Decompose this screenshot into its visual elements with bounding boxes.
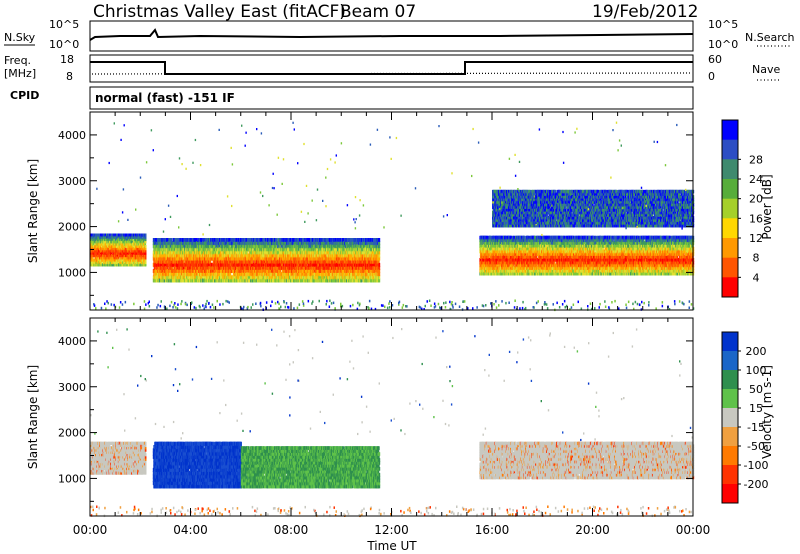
heatmap-cell — [145, 245, 147, 248]
nave-label: Nave — [752, 63, 780, 76]
nsearch-tick-top: 10^5 — [708, 18, 738, 31]
freq-label: Freq. — [4, 54, 31, 67]
date-label: 19/Feb/2012 — [592, 2, 698, 22]
cpid-value: normal (fast) -151 IF — [95, 91, 235, 105]
nsky-tick-bottom: 10^0 — [49, 38, 79, 51]
nsky-trace — [90, 30, 693, 40]
cpid-label: CPID — [10, 89, 39, 102]
nsearch-tick-bottom: 10^0 — [708, 38, 738, 51]
heatmap-cell — [145, 234, 147, 237]
nsearch-label: N.Search — [745, 31, 795, 44]
nave-tick-bottom: 0 — [708, 70, 715, 83]
plot-title: Christmas Valley East (fitACF) — [93, 2, 346, 22]
nsky-label: N.Sky — [4, 31, 36, 44]
freq-tick-top: 18 — [60, 53, 74, 66]
nave-tick-top: 60 — [708, 53, 722, 66]
radar-summary-plot: Christmas Valley East (fitACF) Beam 07 1… — [0, 0, 800, 554]
beam-label: Beam 07 — [340, 2, 416, 22]
freq-panel — [90, 55, 693, 82]
freq-tick-bottom: 8 — [66, 70, 73, 83]
freq-trace — [90, 62, 693, 74]
nsky-tick-top: 10^5 — [49, 18, 79, 31]
freq-unit-label: [MHz] — [4, 67, 36, 80]
